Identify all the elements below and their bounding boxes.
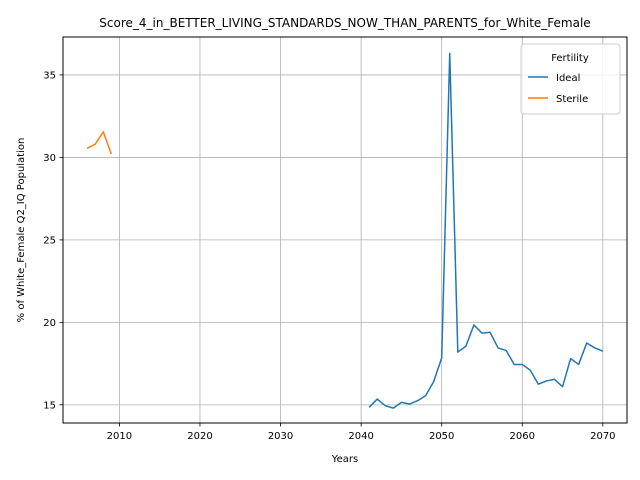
x-tick-label: 2060 <box>510 431 535 442</box>
y-tick-label: 30 <box>43 153 56 164</box>
legend-label-ideal: Ideal <box>556 73 580 84</box>
axis-ticks: 2010 2020 2030 2040 2050 2060 2070 15 20 25 30 35 <box>43 70 615 442</box>
x-tick-label: 2030 <box>268 431 293 442</box>
y-tick-label: 15 <box>43 400 56 411</box>
legend-box <box>520 43 621 115</box>
legend-title: Fertility <box>551 53 589 64</box>
series-lines <box>86 52 604 409</box>
series-line-ideal <box>368 52 604 409</box>
x-axis-label: Years <box>331 454 358 465</box>
y-tick-label: 25 <box>43 235 56 246</box>
x-tick-label: 2040 <box>348 431 373 442</box>
x-tick-label: 2050 <box>429 431 454 442</box>
chart-title: Score_4_in_BETTER_LIVING_STANDARDS_NOW_T… <box>99 16 590 30</box>
x-tick-label: 2020 <box>187 431 212 442</box>
series-line-sterile <box>86 131 113 155</box>
y-tick-label: 35 <box>43 70 56 81</box>
y-tick-label: 20 <box>43 318 56 329</box>
legend-label-sterile: Sterile <box>556 94 588 105</box>
x-tick-label: 2070 <box>590 431 615 442</box>
x-tick-label: 2010 <box>107 431 132 442</box>
y-axis-label: % of White_Female Q2_IQ Population <box>16 138 27 323</box>
legend: Fertility Ideal Sterile <box>520 43 621 115</box>
plot-frame <box>62 36 628 424</box>
